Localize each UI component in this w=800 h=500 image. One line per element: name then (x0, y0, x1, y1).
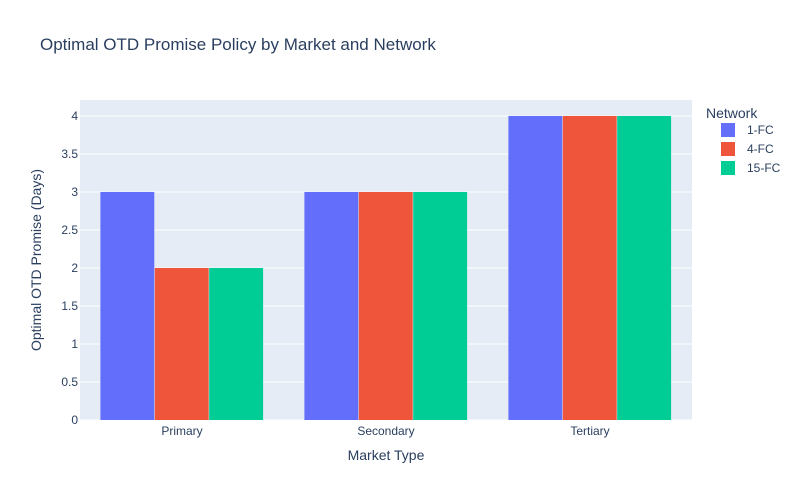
y-tick-label: 3.5 (61, 147, 78, 161)
bar-15-fc-primary (209, 267, 264, 420)
x-tick-label: Tertiary (570, 424, 609, 438)
legend-swatch (721, 161, 735, 175)
y-tick-label: 4 (71, 109, 78, 123)
legend-swatch (721, 142, 735, 156)
legend-title: Network (706, 105, 758, 121)
legend-swatch (721, 123, 735, 137)
chart-title: Optimal OTD Promise Policy by Market and… (40, 35, 436, 54)
bar-4-fc-secondary (358, 191, 413, 420)
y-tick-label: 3 (71, 185, 78, 199)
legend-item[interactable]: 1-FC (721, 123, 774, 137)
y-tick-label: 1.5 (61, 299, 78, 313)
y-tick-label: 0.5 (61, 375, 78, 389)
y-tick-label: 2.5 (61, 223, 78, 237)
x-axis-ticks: Primary Secondary Tertiary (161, 424, 609, 438)
x-tick-label: Secondary (357, 424, 414, 438)
x-axis-title: Market Type (348, 447, 425, 463)
x-tick-label: Primary (161, 424, 202, 438)
legend-label: 4-FC (747, 142, 774, 156)
legend-items: 1-FC 4-FC 15-FC (721, 123, 781, 175)
legend-label: 1-FC (747, 123, 774, 137)
y-tick-label: 1 (71, 337, 78, 351)
y-tick-label: 2 (71, 261, 78, 275)
y-tick-label: 0 (71, 413, 78, 427)
legend-item[interactable]: 4-FC (721, 142, 774, 156)
bar-1-fc-primary (100, 191, 155, 420)
bar-15-fc-secondary (413, 191, 468, 420)
legend: Network 1-FC 4-FC 15-FC (706, 105, 781, 175)
legend-label: 15-FC (747, 161, 781, 175)
legend-item[interactable]: 15-FC (721, 161, 781, 175)
bar-15-fc-tertiary (617, 115, 672, 420)
bars (100, 115, 672, 420)
bar-4-fc-primary (154, 267, 209, 420)
bar-4-fc-tertiary (562, 115, 617, 420)
y-axis-title: Optimal OTD Promise (Days) (28, 169, 44, 351)
y-axis-ticks: 0 0.5 1 1.5 2 2.5 3 3.5 4 (61, 109, 78, 427)
bar-1-fc-secondary (304, 191, 359, 420)
bar-1-fc-tertiary (508, 115, 563, 420)
